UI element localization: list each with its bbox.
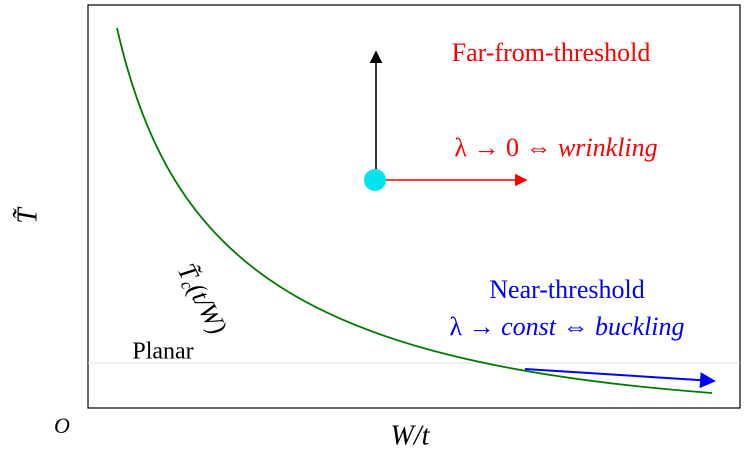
far-relation: λ → 0 ⇔ wrinkling	[454, 133, 657, 162]
near-constant: const	[501, 312, 557, 341]
x-axis-label: W/t	[391, 420, 431, 451]
state-point	[364, 169, 386, 191]
far-mode: wrinkling	[558, 133, 658, 162]
near-threshold-arrow	[524, 368, 716, 389]
near-mode: buckling	[595, 312, 685, 341]
curve-label: T̃c(t/W)	[170, 259, 233, 340]
curve-argument: (t/W)	[182, 278, 233, 339]
planar-label: Planar	[132, 339, 193, 365]
near-relation-mid: ⇔	[562, 312, 588, 341]
near-title: Near-threshold	[489, 275, 644, 304]
origin-label: O	[54, 413, 70, 438]
threshold-curve	[116, 27, 713, 394]
far-title: Far-from-threshold	[452, 38, 651, 67]
near-relation-start: λ →	[449, 312, 494, 341]
y-axis-label: T̃	[12, 206, 43, 224]
plot-frame	[87, 4, 741, 409]
far-relation-text: λ → 0 ⇔	[454, 133, 551, 162]
near-relation: λ → const ⇔ buckling	[449, 312, 684, 341]
